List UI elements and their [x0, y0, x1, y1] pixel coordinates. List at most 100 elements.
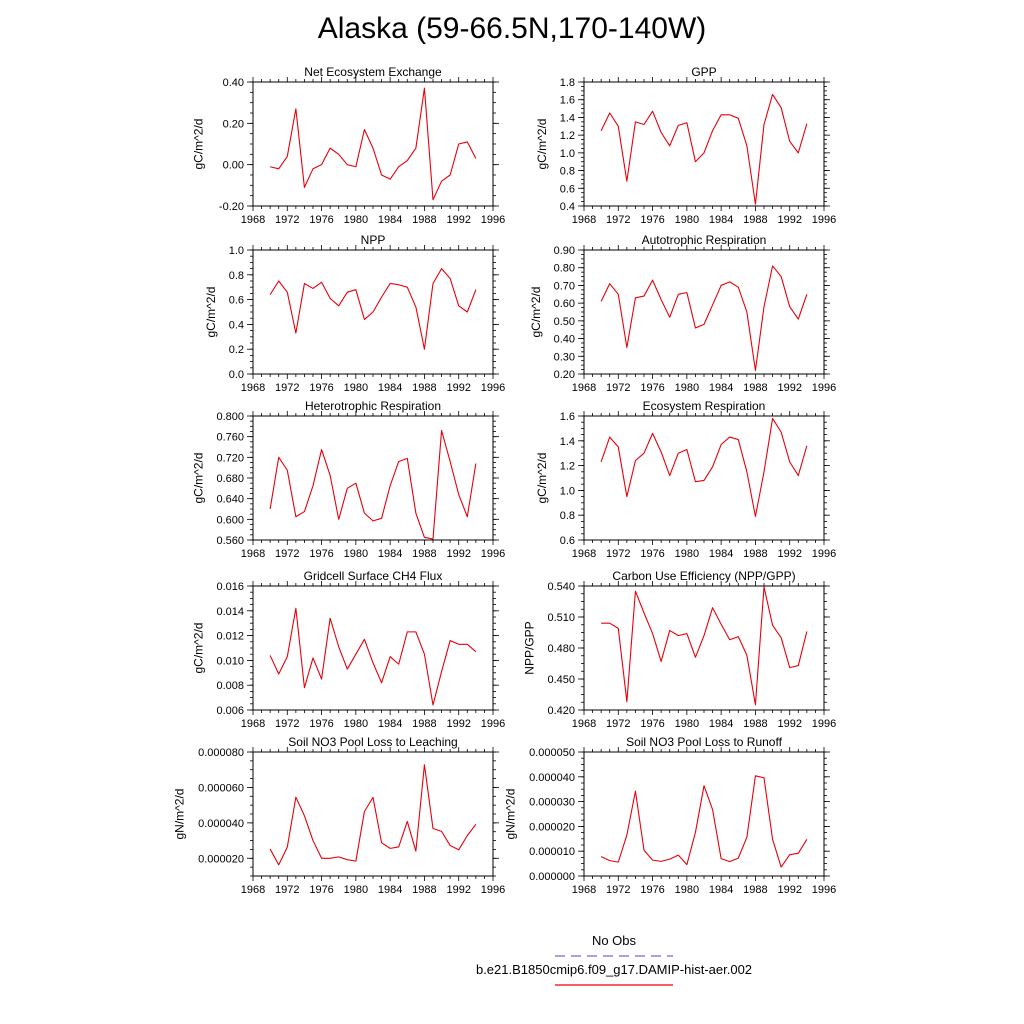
x-tick-label: 1972	[275, 382, 299, 394]
x-tick-label: 1976	[309, 548, 333, 560]
y-tick-label: 0.006	[216, 705, 244, 717]
legend-model-label: b.e21.B1850cmip6.f09_g17.DAMIP-hist-aer.…	[476, 962, 752, 977]
panel-title: GPP	[691, 65, 716, 79]
y-tick-label: 0.000030	[529, 797, 575, 809]
x-tick-label: 1968	[572, 548, 596, 560]
x-tick-label: 1980	[675, 382, 699, 394]
y-tick-label: 0.000020	[198, 853, 244, 865]
y-tick-label: 0.4	[560, 201, 575, 213]
series-line	[270, 87, 477, 201]
y-axis-label: gC/m^2/d	[529, 287, 543, 338]
series-line	[601, 586, 808, 706]
plot-frame	[583, 415, 825, 541]
y-tick-label: 0.50	[554, 316, 575, 328]
y-tick-label: 1.4	[560, 436, 575, 448]
y-tick-label: 0.010	[216, 655, 244, 667]
y-tick-label: 0.000050	[529, 747, 575, 759]
series-line	[600, 417, 808, 517]
x-tick-label: 1972	[275, 548, 299, 560]
y-axis-label: gN/m^2/d	[173, 789, 187, 840]
x-tick-label: 1968	[241, 718, 265, 730]
y-tick-label: 0.540	[547, 581, 575, 593]
x-tick-label: 1984	[709, 214, 733, 226]
x-tick-label: 1988	[412, 884, 436, 896]
series-line	[269, 607, 477, 706]
y-tick-label: 0.760	[216, 432, 244, 444]
chart-panel: Ecosystem Respiration 1968 1972 1976 1980 198…	[535, 399, 836, 560]
x-tick-label: 1992	[446, 548, 470, 560]
x-tick-label: 1996	[481, 884, 505, 896]
y-tick-label: 0.80	[554, 263, 575, 275]
plot-frame	[583, 585, 825, 711]
chart-panel: Soil NO3 Pool Loss to Runoff 1968 1972 1976…	[504, 735, 837, 896]
x-tick-label: 1992	[777, 548, 801, 560]
x-tick-label: 1976	[309, 884, 333, 896]
x-tick-label: 1992	[446, 884, 470, 896]
x-tick-label: 1984	[709, 548, 733, 560]
x-tick-label: 1992	[777, 718, 801, 730]
x-tick-label: 1988	[412, 718, 436, 730]
x-tick-label: 1996	[481, 382, 505, 394]
panel-title: Net Ecosystem Exchange	[304, 65, 442, 79]
y-axis-label: gC/m^2/d	[192, 119, 206, 170]
panel-title: Ecosystem Respiration	[643, 399, 766, 413]
legend: No Obs b.e21.B1850cmip6.f09_g17.DAMIP-hi…	[476, 933, 752, 986]
x-tick-label: 1968	[241, 214, 265, 226]
chart-panel: Gridcell Surface CH4 Flux 1968 1972 1976 198…	[192, 569, 506, 730]
x-tick-label: 1976	[309, 382, 333, 394]
chart-panel: Heterotrophic Respiration 1968 1972 1976 198…	[192, 399, 506, 560]
x-tick-label: 1992	[446, 214, 470, 226]
series-line	[600, 93, 808, 205]
x-tick-label: 1976	[640, 548, 664, 560]
y-tick-label: 0.8	[560, 166, 575, 178]
y-tick-label: 1.6	[560, 95, 575, 107]
x-tick-label: 1968	[572, 718, 596, 730]
x-tick-label: 1980	[344, 382, 368, 394]
x-tick-label: 1976	[640, 382, 664, 394]
x-tick-label: 1972	[606, 718, 630, 730]
y-tick-label: 0.40	[223, 77, 244, 89]
panel-title: Gridcell Surface CH4 Flux	[304, 569, 443, 583]
y-tick-label: 1.0	[560, 485, 575, 497]
x-tick-label: 1972	[606, 382, 630, 394]
y-tick-label: 1.2	[560, 461, 575, 473]
y-tick-label: 0.000080	[198, 747, 244, 759]
x-tick-label: 1988	[743, 718, 767, 730]
y-tick-label: 1.0	[229, 245, 244, 257]
y-tick-label: 0.8	[560, 510, 575, 522]
y-tick-label: 0.000000	[529, 871, 575, 883]
y-tick-label: 1.2	[560, 130, 575, 142]
y-tick-label: 0.016	[216, 581, 244, 593]
x-tick-label: 1968	[241, 548, 265, 560]
x-tick-label: 1992	[446, 718, 470, 730]
x-tick-label: 1980	[344, 884, 368, 896]
y-tick-label: 1.4	[560, 112, 575, 124]
y-tick-label: 0.90	[554, 245, 575, 257]
y-tick-label: 0.30	[554, 351, 575, 363]
y-tick-label: 0.640	[216, 494, 244, 506]
y-tick-label: 0.420	[547, 705, 575, 717]
y-tick-label: 0.480	[547, 643, 575, 655]
x-tick-label: 1992	[777, 214, 801, 226]
panel-title: Soil NO3 Pool Loss to Runoff	[626, 735, 783, 749]
chart-panel: Autotrophic Respiration 1968 1972 1976 1980 1…	[529, 233, 836, 394]
y-tick-label: -0.20	[219, 201, 244, 213]
legend-obs-label: No Obs	[592, 933, 637, 948]
x-tick-label: 1996	[812, 548, 836, 560]
x-tick-label: 1976	[640, 884, 664, 896]
y-tick-label: 0.6	[560, 535, 575, 547]
series-line	[269, 764, 477, 866]
y-tick-label: 0.680	[216, 473, 244, 485]
x-tick-label: 1972	[606, 548, 630, 560]
y-axis-label: gN/m^2/d	[504, 789, 518, 840]
y-tick-label: 0.6	[560, 183, 575, 195]
y-tick-label: 0.000060	[198, 782, 244, 794]
x-tick-label: 1996	[812, 884, 836, 896]
y-tick-label: 0.60	[554, 298, 575, 310]
x-tick-label: 1972	[275, 718, 299, 730]
chart-panel: GPP 1968 1972 1976 1980 1984 1988 1992 1996 0.4 0.…	[535, 65, 836, 226]
y-tick-label: 1.6	[560, 411, 575, 423]
x-tick-label: 1988	[743, 382, 767, 394]
x-tick-label: 1988	[743, 884, 767, 896]
